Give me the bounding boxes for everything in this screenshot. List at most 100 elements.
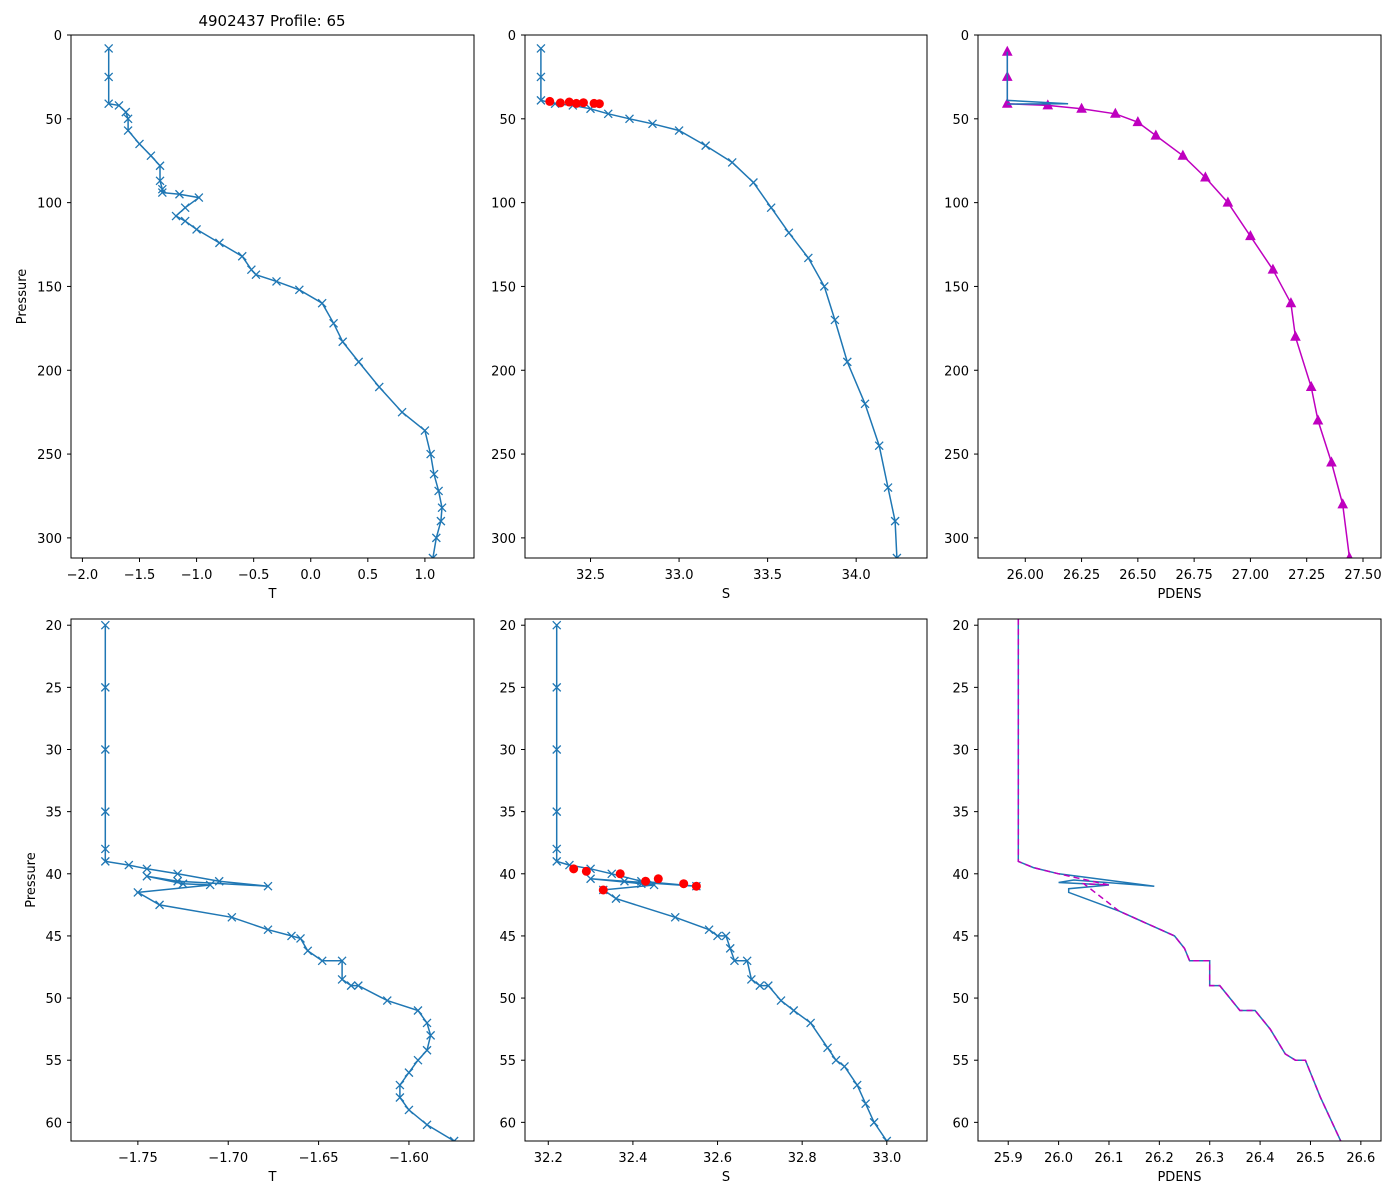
data-point (429, 469, 439, 479)
x-tick-label: 26.5 (1296, 1151, 1325, 1166)
data-point (789, 1006, 799, 1015)
data-point (100, 844, 110, 854)
y-tick-label: 50 (952, 113, 969, 128)
data-point (701, 141, 711, 151)
data-point (133, 887, 143, 897)
data-point (1110, 107, 1121, 118)
y-tick-label: 200 (944, 364, 969, 379)
x-tick-label: 26.25 (1063, 568, 1100, 583)
flagged-point (555, 98, 565, 108)
data-point (114, 100, 124, 110)
data-point (1001, 97, 1013, 108)
chart-panel-5: 32.2 32.4 32.6 32.8 33.0 20 25 30 35 40 45 50 55 60 S (499, 618, 928, 1185)
y-tick-label: 45 (45, 930, 62, 945)
data-point (100, 856, 110, 866)
data-point (552, 856, 562, 866)
data-point (819, 281, 829, 291)
y-tick-label: 45 (499, 930, 516, 945)
x-tick-label: −1.0 (181, 568, 213, 583)
x-tick-label: 32.6 (703, 1151, 732, 1166)
data-point (1346, 551, 1353, 558)
y-tick-label: 200 (37, 364, 62, 379)
chart-panel-4: −1.75 −1.70 −1.65 −1.60 20 25 30 35 40 45 50 55 60 T P… (24, 618, 475, 1185)
x-tick-label: 0.5 (357, 568, 378, 583)
data-point (296, 933, 305, 943)
data-point (422, 1045, 432, 1055)
y-tick-label: 60 (499, 1116, 516, 1131)
axes-frame (977, 34, 1382, 559)
x-tick-label: 26.3 (1195, 1151, 1224, 1166)
data-point (337, 974, 347, 984)
data-point (1222, 196, 1234, 207)
data-point (1245, 230, 1256, 241)
data-point (1337, 498, 1349, 509)
y-tick-label: 20 (499, 619, 516, 634)
data-point (104, 43, 114, 53)
data-point (135, 139, 144, 149)
data-point (874, 441, 884, 451)
data-point (404, 1068, 414, 1078)
data-point (426, 449, 436, 459)
y-tick-label: 55 (952, 1054, 969, 1069)
chart-panel-2: 32.5 33.0 33.5 34.0 0 50 100 150 200 250 300 S (491, 29, 928, 602)
data-point (1290, 330, 1301, 341)
data-point (860, 399, 870, 409)
data-point (100, 620, 110, 630)
x-tick-label: 27.25 (1288, 568, 1325, 583)
y-tick-label: 20 (952, 619, 969, 634)
data-point (586, 874, 596, 884)
data-point (123, 114, 133, 124)
data-point (763, 981, 773, 991)
chart-panel-6: 25.9 26.0 26.1 26.2 26.3 26.4 26.5 26.6 20 25 30 35… (952, 618, 1382, 1185)
flagged-point (594, 99, 604, 109)
y-tick-label: 25 (499, 681, 516, 696)
y-tick-label: 0 (508, 29, 516, 44)
plot-area (100, 620, 459, 1141)
data-point (755, 981, 765, 991)
data-point (214, 876, 224, 886)
data-point (1305, 380, 1317, 392)
data-point (251, 270, 261, 280)
data-point (317, 298, 327, 308)
x-tick-label: 33.0 (872, 1151, 901, 1166)
data-point (823, 1043, 833, 1053)
data-point (100, 682, 110, 692)
data-point (171, 211, 181, 221)
series-line-T (104, 625, 455, 1141)
y-tick-label: 0 (961, 29, 969, 44)
data-point (124, 860, 134, 870)
data-point (742, 956, 752, 966)
y-tick-label: 100 (37, 197, 62, 212)
data-point (766, 203, 776, 213)
x-tick-label: −1.75 (118, 1151, 158, 1166)
y-tick-label: 60 (45, 1116, 62, 1131)
data-point (1326, 456, 1337, 467)
x-tick-label: −1.65 (299, 1151, 339, 1166)
data-point (806, 1018, 816, 1028)
y-tick-label: 30 (499, 744, 516, 759)
data-point (449, 1136, 459, 1141)
x-tick-label: 26.1 (1094, 1151, 1123, 1166)
data-point (840, 1061, 849, 1071)
data-point (803, 253, 813, 263)
x-tick-label: −1.70 (208, 1151, 248, 1166)
y-tick-label: 20 (45, 619, 62, 634)
x-tick-label: −0.5 (238, 568, 270, 583)
data-point (704, 925, 714, 935)
data-point (648, 119, 657, 129)
data-point (670, 912, 680, 922)
data-point (784, 228, 794, 238)
data-point (552, 745, 562, 754)
data-point (157, 184, 167, 194)
x-tick-label: 32.8 (788, 1151, 817, 1166)
x-axis-label: T (268, 1170, 277, 1185)
x-tick-label: 26.0 (1044, 1151, 1073, 1166)
data-point (746, 974, 756, 984)
data-point (146, 151, 156, 161)
data-point (287, 931, 296, 941)
y-tick-label: 50 (45, 992, 62, 1007)
data-point (748, 178, 758, 187)
x-tick-label: 32.2 (534, 1151, 563, 1166)
data-point (155, 161, 165, 171)
